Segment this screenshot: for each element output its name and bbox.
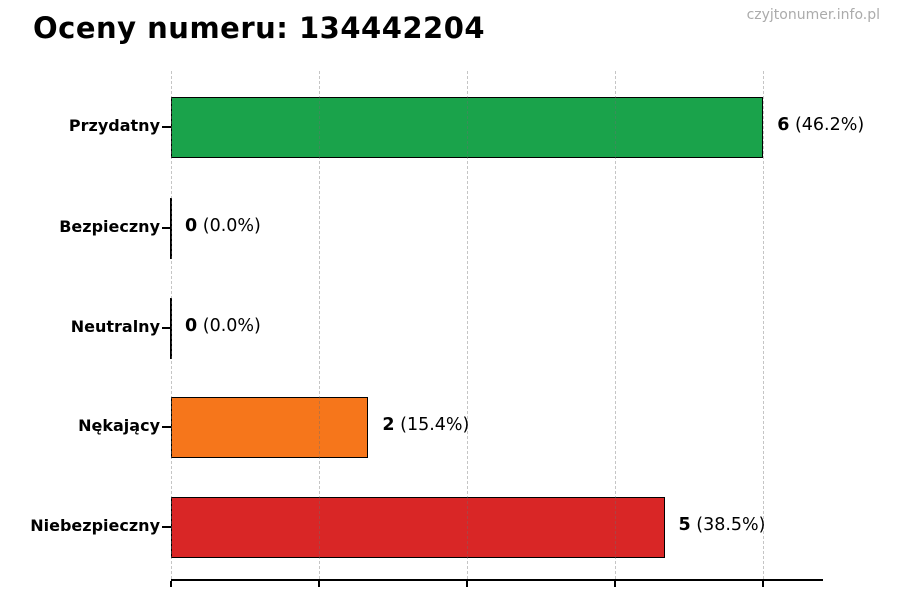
- value-percent: (46.2%): [789, 115, 865, 135]
- x-gridline: [318, 71, 320, 579]
- y-axis-tick: [162, 526, 171, 528]
- x-axis-line: [171, 579, 823, 581]
- y-axis-tick: [162, 426, 171, 428]
- value-percent: (38.5%): [690, 515, 766, 535]
- x-axis-tick: [170, 581, 172, 587]
- y-axis-tick: [162, 327, 171, 329]
- bar-nękający: [171, 396, 369, 458]
- bar-niebezpieczny: [171, 496, 665, 558]
- value-count: 5: [678, 515, 691, 535]
- category-label: Nękający: [78, 416, 160, 435]
- category-label: Bezpieczny: [59, 217, 160, 236]
- value-count: 2: [382, 415, 395, 435]
- x-gridline: [466, 71, 468, 579]
- x-gridline: [762, 71, 764, 579]
- value-label: 2 (15.4%): [382, 415, 469, 435]
- bar-bezpieczny: [170, 197, 172, 259]
- x-gridline: [614, 71, 616, 579]
- x-axis-tick: [614, 581, 617, 587]
- value-percent: (0.0%): [197, 216, 261, 236]
- x-axis-tick: [762, 581, 765, 587]
- value-label: 0 (0.0%): [185, 216, 261, 236]
- value-label: 5 (38.5%): [679, 515, 766, 535]
- value-label: 6 (46.2%): [777, 115, 864, 135]
- y-axis-tick: [162, 227, 171, 229]
- value-count: 0: [185, 316, 198, 336]
- bar-neutralny: [170, 297, 172, 359]
- value-percent: (0.0%): [197, 316, 261, 336]
- category-label: Niebezpieczny: [30, 516, 160, 535]
- category-label: Neutralny: [70, 317, 160, 336]
- value-count: 0: [185, 216, 198, 236]
- category-label: Przydatny: [68, 116, 160, 135]
- x-axis-tick: [466, 581, 469, 587]
- value-label: 0 (0.0%): [185, 316, 261, 336]
- y-axis-tick: [162, 126, 171, 128]
- chart-title: Oceny numeru: 134442204: [33, 11, 486, 45]
- value-percent: (15.4%): [394, 415, 470, 435]
- x-gridline: [170, 71, 172, 579]
- bar-przydatny: [171, 96, 764, 158]
- watermark-text: czyjtonumer.info.pl: [746, 7, 880, 23]
- x-axis-tick: [318, 581, 321, 587]
- value-count: 6: [777, 115, 790, 135]
